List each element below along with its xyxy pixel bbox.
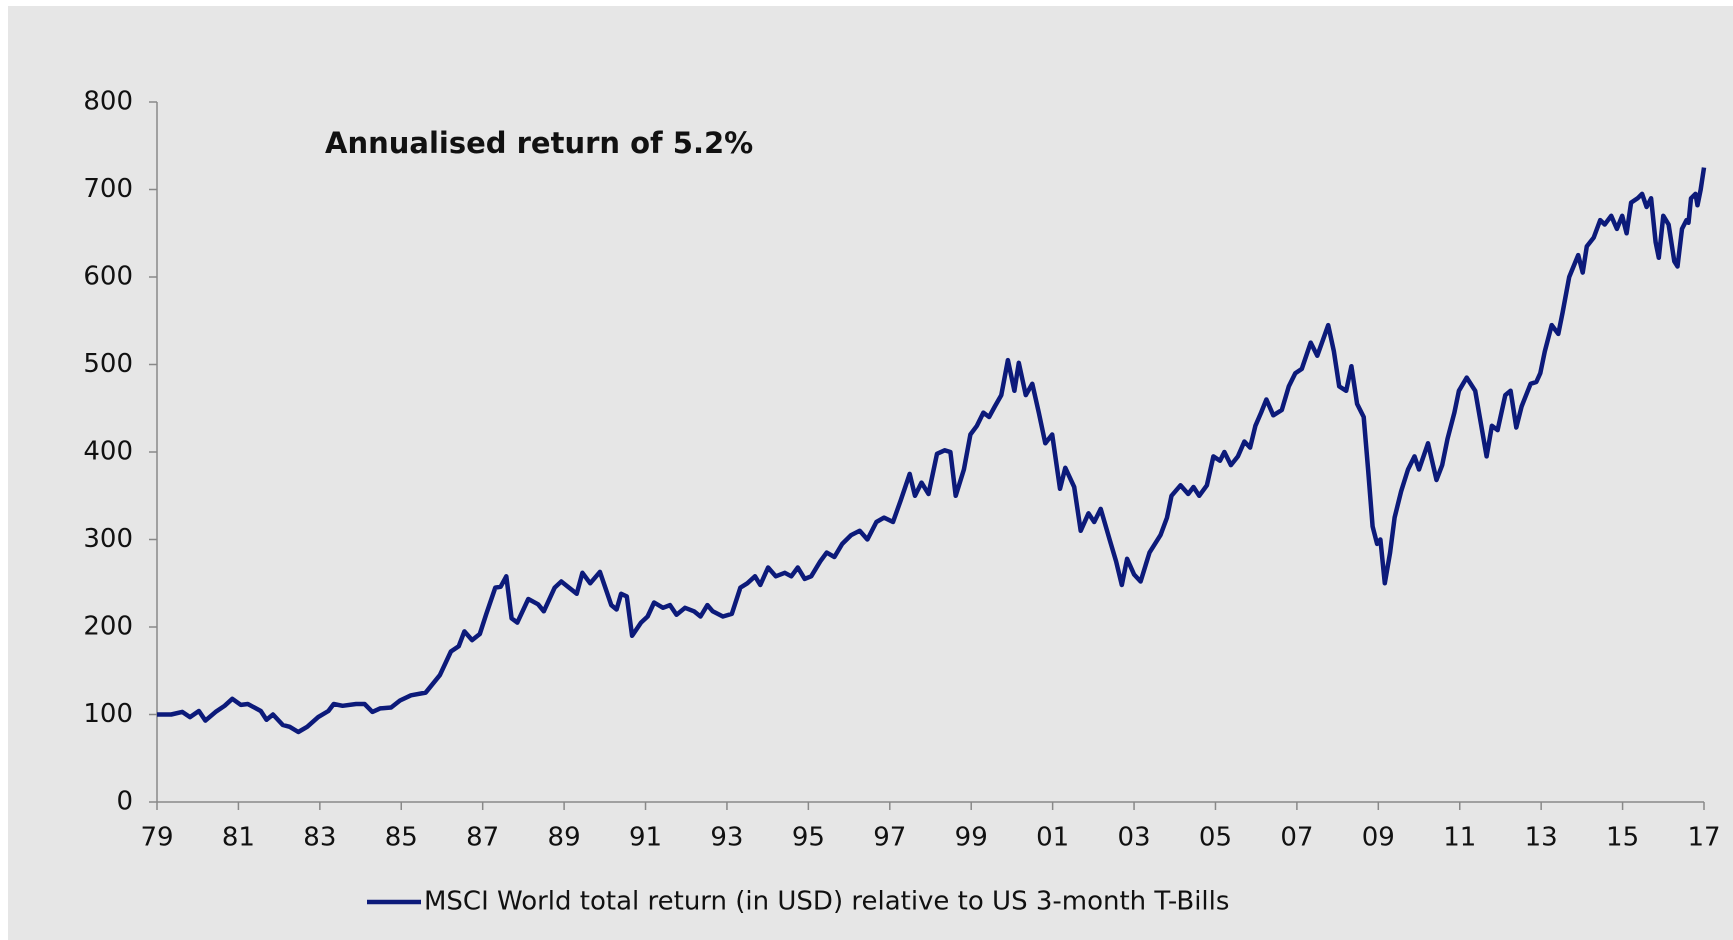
- y-tick-label: 500: [83, 349, 133, 379]
- y-tick-label: 600: [83, 262, 133, 292]
- x-tick-label: 91: [629, 823, 662, 853]
- y-tick-label: 400: [83, 437, 133, 467]
- x-tick-label: 79: [140, 823, 173, 853]
- x-tick-label: 17: [1687, 823, 1720, 853]
- x-tick-label: 89: [548, 823, 581, 853]
- x-tick-label: 87: [466, 823, 499, 853]
- x-tick-label: 83: [303, 823, 336, 853]
- x-tick-label: 81: [222, 823, 255, 853]
- x-tick-label: 11: [1443, 823, 1476, 853]
- legend-label: MSCI World total return (in USD) relativ…: [424, 887, 1229, 917]
- x-tick-label: 95: [792, 823, 825, 853]
- x-tick-label: 05: [1199, 823, 1232, 853]
- y-tick-label: 100: [83, 699, 133, 729]
- x-tick-label: 09: [1362, 823, 1395, 853]
- data-line: [157, 167, 1707, 735]
- y-tick-label: 800: [83, 87, 133, 117]
- x-tick-label: 01: [1036, 823, 1069, 853]
- x-tick-label: 03: [1118, 823, 1151, 853]
- y-tick-label: 700: [83, 174, 133, 204]
- x-tick-label: 13: [1525, 823, 1558, 853]
- x-tick-label: 99: [955, 823, 988, 853]
- x-tick-label: 85: [385, 823, 418, 853]
- x-tick-label: 07: [1280, 823, 1313, 853]
- chart-background: [8, 6, 1733, 940]
- x-tick-label: 93: [710, 823, 743, 853]
- annotation: Annualised return of 5.2%: [325, 126, 753, 160]
- x-tick-label: 15: [1606, 823, 1639, 853]
- y-tick-label: 200: [83, 612, 133, 642]
- y-tick-label: 0: [116, 787, 133, 817]
- x-tick-label: 97: [873, 823, 906, 853]
- y-tick-label: 300: [83, 524, 133, 554]
